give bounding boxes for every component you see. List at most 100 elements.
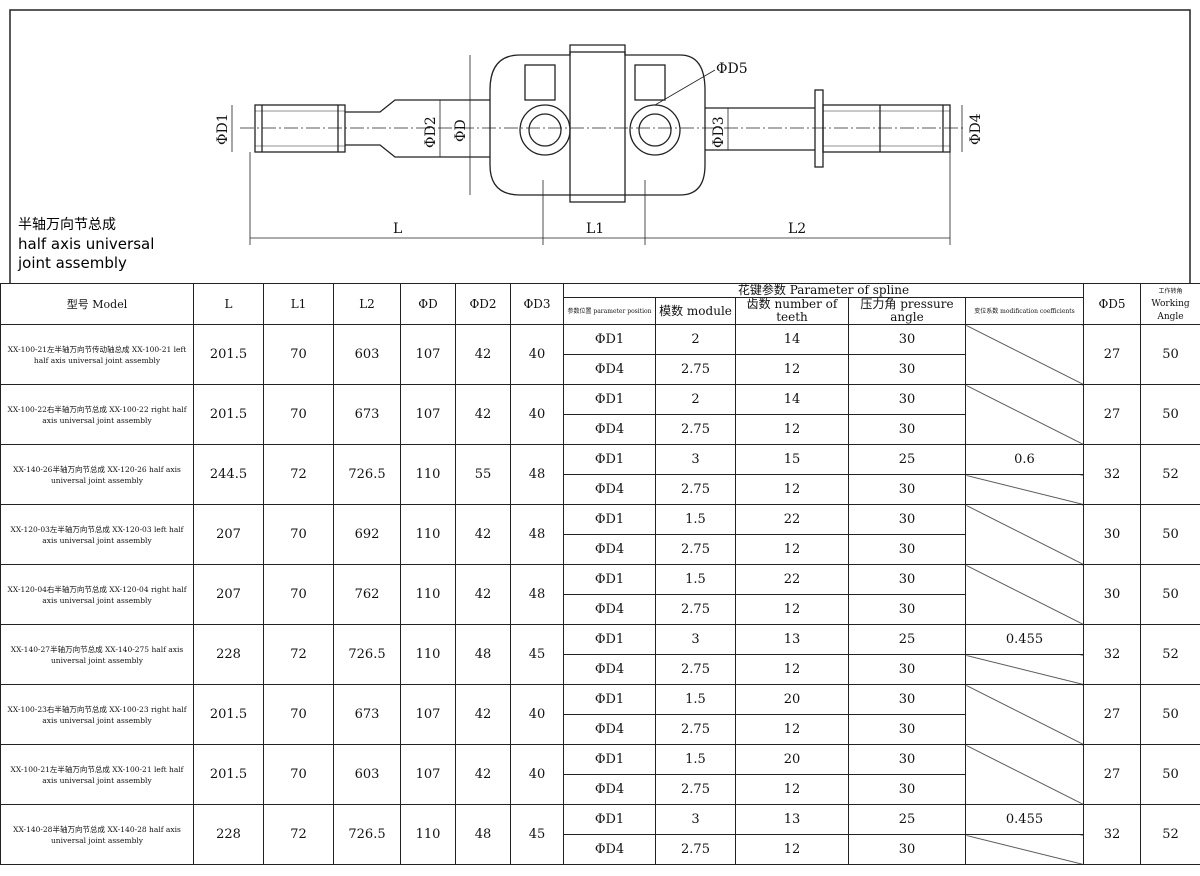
modification-empty (965, 474, 1084, 505)
label-d1: ΦD1 (215, 113, 231, 145)
spline-pressure: 30 (848, 654, 966, 685)
cell-d3: 40 (510, 324, 564, 385)
cell-d2: 42 (455, 744, 511, 805)
table-subrow: ΦD4 2.75 12 30 (1, 534, 1200, 565)
model-cell: XX-100-21左半轴万向节总成 XX-100-21 left half ax… (0, 744, 194, 805)
header-l: L (193, 283, 264, 325)
spline-teeth: 14 (735, 384, 849, 415)
spline-pressure: 30 (848, 594, 966, 625)
spline-module: 2.75 (655, 594, 736, 625)
table-row: XX-120-04右半轴万向节总成 XX-120-04 right half a… (0, 564, 1200, 625)
cell-l: 207 (193, 504, 264, 565)
header-position: 参数位置 parameter position (563, 297, 656, 325)
cell-d5: 30 (1083, 564, 1141, 625)
spline-teeth: 12 (735, 774, 849, 805)
spline-pressure: 30 (848, 714, 966, 745)
title-english-line1: half axis universal (18, 235, 155, 253)
modification-empty (965, 834, 1084, 865)
cell-working-angle: 52 (1140, 444, 1200, 505)
spline-teeth: 13 (735, 624, 849, 655)
cell-l2: 726.5 (333, 624, 401, 685)
spline-position: ΦD1 (563, 504, 656, 535)
cell-d5: 30 (1083, 504, 1141, 565)
spline-position: ΦD4 (563, 714, 656, 745)
cell-l: 201.5 (193, 384, 264, 445)
header-d3: ΦD3 (510, 283, 564, 325)
cell-d2: 42 (455, 564, 511, 625)
spline-module: 3 (655, 624, 736, 655)
spline-position: ΦD1 (563, 684, 656, 715)
model-cell: XX-140-28半轴万向节总成 XX-140-28 half axis uni… (0, 804, 194, 865)
table-row: XX-100-22右半轴万向节总成 XX-100-22 right half a… (0, 384, 1200, 445)
spline-teeth: 22 (735, 504, 849, 535)
table-row: XX-140-27半轴万向节总成 XX-140-275 half axis un… (0, 624, 1200, 685)
cell-d: 110 (400, 504, 456, 565)
spline-position: ΦD1 (563, 564, 656, 595)
header-spline: 花键参数 Parameter of spline (563, 283, 1084, 298)
cell-l: 201.5 (193, 324, 264, 385)
header-model: 型号 Model (0, 283, 194, 325)
model-cell: XX-140-27半轴万向节总成 XX-140-275 half axis un… (0, 624, 194, 685)
modification-empty (965, 564, 1084, 625)
spline-teeth: 12 (735, 474, 849, 505)
spline-pressure: 30 (848, 324, 966, 355)
model-cell: XX-100-23右半轴万向节总成 XX-100-23 right half a… (0, 684, 194, 745)
spline-position: ΦD4 (563, 534, 656, 565)
spline-pressure: 25 (848, 444, 966, 475)
spline-module: 2.75 (655, 354, 736, 385)
header-working-angle: 工作转角 Working Angle (1140, 283, 1200, 325)
table-row: XX-100-21左半轴万向节总成 XX-100-21 left half ax… (0, 744, 1200, 805)
spline-teeth: 12 (735, 534, 849, 565)
cell-l2: 673 (333, 384, 401, 445)
modification-empty (965, 384, 1084, 445)
table-row: XX-140-26半轴万向节总成 XX-120-26 half axis uni… (0, 444, 1200, 505)
model-cell: XX-100-21左半轴万向节传动轴总成 XX-100-21 left half… (0, 324, 194, 385)
cell-d5: 27 (1083, 684, 1141, 745)
cell-d2: 42 (455, 384, 511, 445)
spline-position: ΦD4 (563, 354, 656, 385)
spline-teeth: 15 (735, 444, 849, 475)
cell-d: 110 (400, 624, 456, 685)
header-angle-cn: 工作转角 (1158, 287, 1183, 295)
spline-teeth: 12 (735, 414, 849, 445)
header-modification: 变位系数 modification coefficients (965, 297, 1084, 325)
cell-d3: 48 (510, 504, 564, 565)
spline-pressure: 30 (848, 504, 966, 535)
modification-empty (965, 684, 1084, 745)
modification-cell: 0.455 (965, 624, 1084, 655)
model-cell: XX-120-03左半轴万向节总成 XX-120-03 left half ax… (0, 504, 194, 565)
cell-working-angle: 50 (1140, 504, 1200, 565)
modification-empty (965, 654, 1084, 685)
table-subrow: ΦD4 2.75 12 30 (1, 654, 1200, 685)
cell-l1: 70 (263, 684, 334, 745)
cell-l1: 70 (263, 384, 334, 445)
title-english-line2: joint assembly (18, 254, 127, 272)
spline-pressure: 25 (848, 624, 966, 655)
cell-d: 107 (400, 684, 456, 745)
spline-teeth: 12 (735, 834, 849, 865)
spline-position: ΦD4 (563, 834, 656, 865)
spline-teeth: 12 (735, 354, 849, 385)
header-pressure: 压力角 pressure angle (848, 297, 966, 325)
spline-module: 2 (655, 384, 736, 415)
label-d5: ΦD5 (716, 61, 748, 77)
header-d2: ΦD2 (455, 283, 511, 325)
cell-l: 228 (193, 624, 264, 685)
cell-l2: 603 (333, 744, 401, 805)
cell-d: 107 (400, 324, 456, 385)
cell-d: 110 (400, 444, 456, 505)
label-l1: L1 (586, 221, 604, 237)
spline-pressure: 30 (848, 354, 966, 385)
spline-module: 3 (655, 804, 736, 835)
table-subrow: ΦD4 2.75 12 30 (1, 414, 1200, 445)
header-d5: ΦD5 (1083, 283, 1141, 325)
spline-teeth: 13 (735, 804, 849, 835)
label-l2: L2 (788, 221, 806, 237)
header-l1: L1 (263, 283, 334, 325)
spline-pressure: 25 (848, 804, 966, 835)
cell-l1: 70 (263, 744, 334, 805)
spline-position: ΦD4 (563, 414, 656, 445)
cell-d3: 40 (510, 684, 564, 745)
spline-module: 2.75 (655, 774, 736, 805)
shaft-assembly-drawing: L L1 L2 ΦD5 ΦD1 ΦD2 ΦD ΦD3 ΦD4 (9, 9, 1191, 284)
